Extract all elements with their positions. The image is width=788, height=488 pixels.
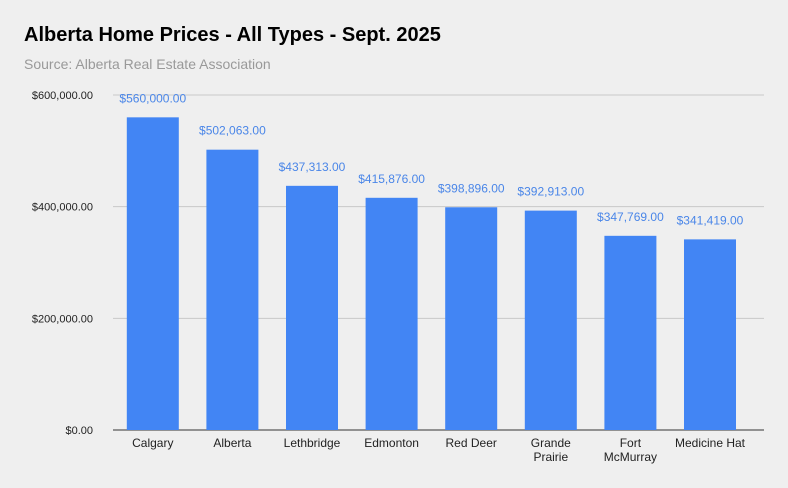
chart-subtitle: Source: Alberta Real Estate Association [24,56,271,72]
bar [524,210,577,430]
y-tick-label: $600,000.00 [32,90,93,102]
x-tick-label: Alberta [213,436,251,450]
bar [365,197,418,430]
x-tick-label: Lethbridge [284,436,341,450]
data-label: $341,419.00 [677,213,744,227]
data-label: $502,063.00 [199,124,266,138]
data-label: $560,000.00 [119,91,186,105]
x-tick-label: Grande [531,436,571,450]
x-tick-label: McMurray [604,450,657,464]
bar [604,235,657,430]
bar [445,207,498,430]
y-tick-label: $200,000.00 [32,313,93,325]
data-label: $415,876.00 [358,172,425,186]
y-tick-label: $0.00 [65,425,93,437]
bar [206,149,259,430]
data-label: $398,896.00 [438,181,505,195]
data-label: $347,769.00 [597,210,664,224]
x-tick-label: Edmonton [364,436,419,450]
data-label: $437,313.00 [279,160,346,174]
bar [286,185,338,430]
x-tick-label: Fort [620,436,642,450]
x-tick-label: Prairie [533,450,568,464]
bar [126,117,179,430]
x-tick-label: Red Deer [446,436,497,450]
x-tick-label: Calgary [132,436,173,450]
y-tick-label: $400,000.00 [32,202,93,214]
data-label: $392,913.00 [517,185,584,199]
bar [684,239,736,430]
x-tick-label: Medicine Hat [675,436,746,450]
chart-title: Alberta Home Prices - All Types - Sept. … [24,24,441,46]
